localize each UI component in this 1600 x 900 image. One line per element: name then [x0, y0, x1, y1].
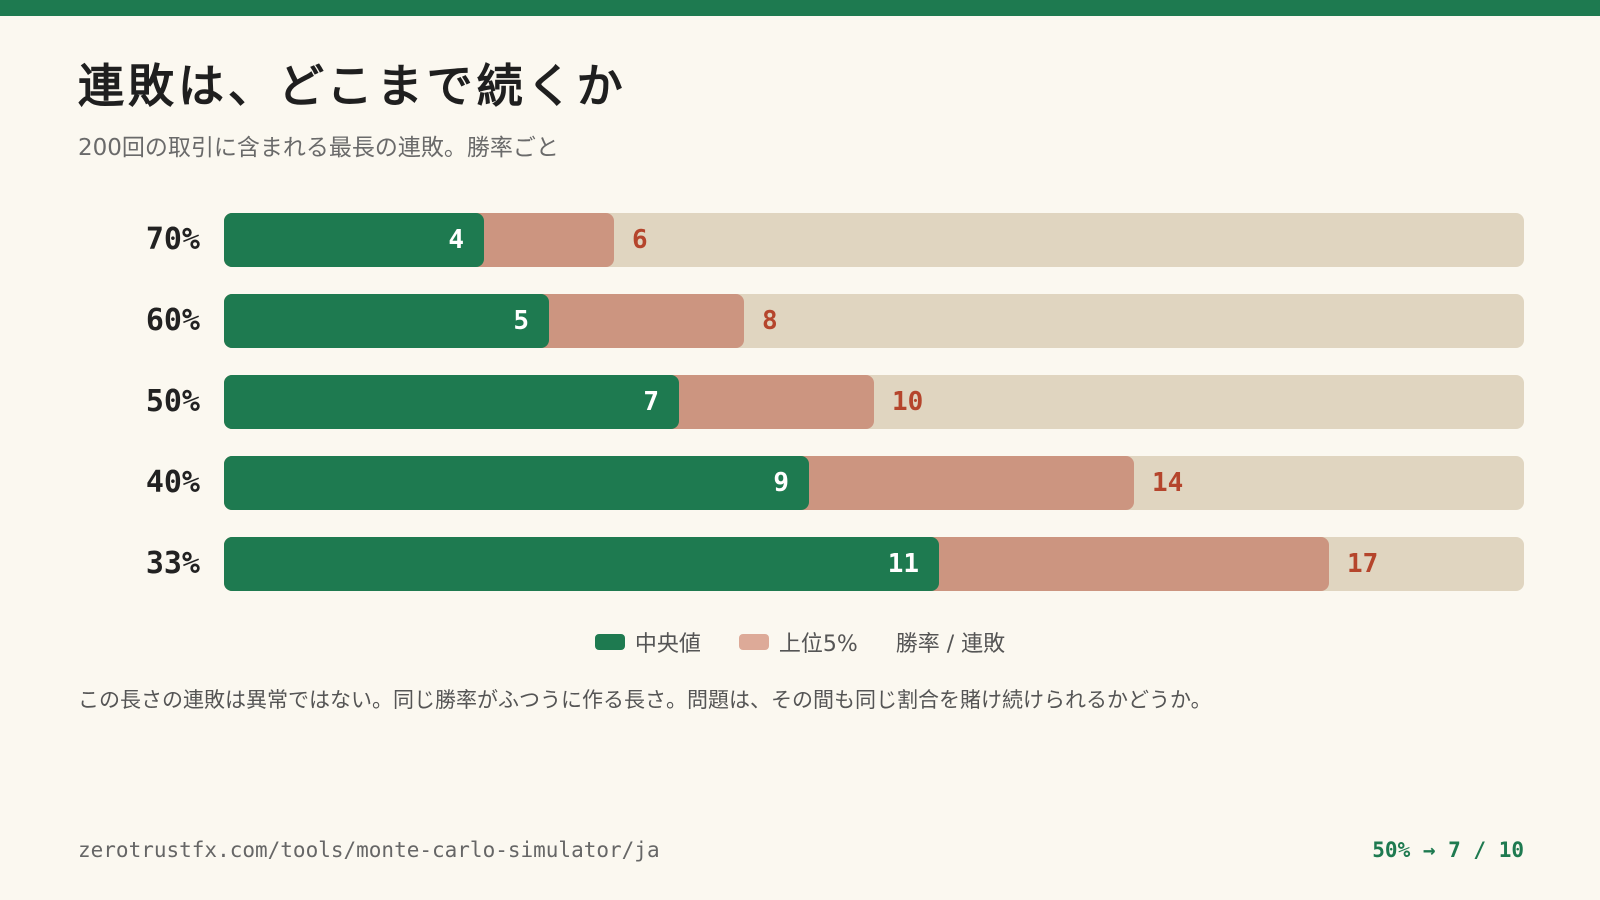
median-data-label: 11 [887, 549, 919, 579]
p95-data-label: 17 [1347, 549, 1379, 579]
legend-item-median: 中央値 [594, 626, 701, 658]
median-data-label: 5 [513, 306, 529, 336]
category-label: 40% [145, 465, 200, 500]
median-bar [224, 456, 809, 510]
median-data-label: 7 [643, 387, 659, 417]
p95-data-label: 8 [762, 306, 778, 336]
page-subtitle: 200回の取引に含まれる最長の連敗。勝率ごと [78, 135, 559, 161]
p95-data-label: 6 [632, 225, 648, 255]
median-bar [224, 375, 679, 429]
category-label: 60% [145, 303, 200, 338]
p95-data-label: 14 [1152, 468, 1184, 498]
category-label: 50% [145, 384, 200, 419]
category-label: 70% [145, 222, 200, 257]
category-label: 33% [145, 546, 200, 581]
footer-stat: 50% → 7 / 10 [1372, 838, 1524, 862]
median-bar [224, 537, 939, 591]
legend-axis-hint: 勝率 / 連敗 [895, 632, 1006, 657]
legend-item-axis-hint: 勝率 / 連敗 [896, 626, 1005, 658]
median-bar [224, 294, 549, 348]
legend-label-p95: 上位5% [778, 632, 858, 657]
legend-swatch-median [594, 634, 625, 650]
median-data-label: 4 [448, 225, 464, 255]
median-bar [224, 213, 484, 267]
p95-data-label: 10 [892, 387, 924, 417]
chart-note: この長さの連敗は異常ではない。同じ勝率がふつうに作る長さ。問題は、その間も同じ割… [78, 688, 1212, 712]
page-title: 連敗は、どこまで続くか [78, 59, 627, 113]
legend-swatch-p95 [738, 634, 769, 650]
median-data-label: 9 [773, 468, 789, 498]
legend-label-median: 中央値 [634, 632, 701, 657]
top-accent-bar [0, 0, 1600, 16]
chart-legend: 中央値 上位5% 勝率 / 連敗 [0, 626, 1600, 658]
footer-url: zerotrustfx.com/tools/monte-carlo-simula… [78, 838, 660, 862]
legend-item-p95: 上位5% [738, 626, 858, 658]
